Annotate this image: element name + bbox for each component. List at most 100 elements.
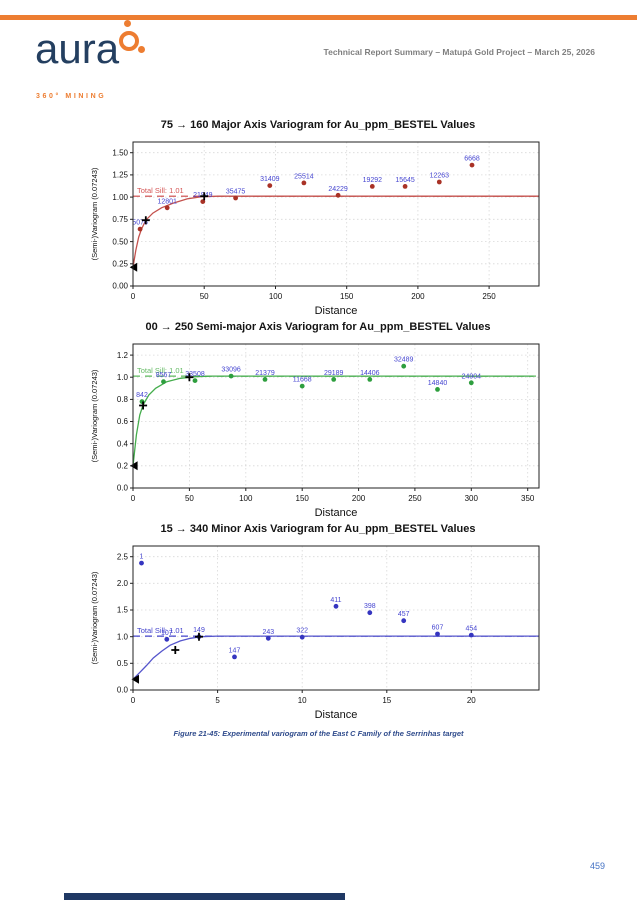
- svg-text:147: 147: [229, 647, 241, 654]
- svg-text:1.0: 1.0: [117, 373, 129, 382]
- svg-text:150: 150: [296, 494, 310, 503]
- svg-text:411: 411: [330, 597, 341, 604]
- svg-text:12263: 12263: [430, 173, 450, 180]
- svg-text:15645: 15645: [395, 177, 415, 184]
- svg-text:200: 200: [352, 494, 366, 503]
- svg-text:0.8: 0.8: [117, 395, 129, 404]
- svg-text:0.75: 0.75: [112, 215, 128, 224]
- svg-text:457: 457: [398, 611, 410, 618]
- logo-dot-right-icon: [138, 46, 145, 53]
- svg-text:0.5: 0.5: [117, 659, 129, 668]
- aura-logo: aura 360° MINING: [0, 0, 160, 110]
- svg-text:Distance: Distance: [315, 507, 358, 519]
- svg-text:0.4: 0.4: [117, 439, 129, 448]
- svg-text:398: 398: [364, 603, 376, 610]
- svg-text:454: 454: [465, 626, 477, 633]
- svg-text:1.25: 1.25: [112, 171, 128, 180]
- svg-text:0.00: 0.00: [112, 282, 128, 291]
- svg-text:0.50: 0.50: [112, 237, 128, 246]
- figure-caption: Figure 21-45: Experimental variogram of …: [173, 729, 464, 738]
- svg-text:5076: 5076: [132, 220, 148, 227]
- chart-canvas-minor: Total Sill: 1.01 1 107 149 147 243 322 411 398 45…: [90, 545, 540, 721]
- svg-text:24229: 24229: [328, 186, 348, 193]
- svg-text:350: 350: [521, 494, 535, 503]
- svg-text:33508: 33508: [185, 371, 205, 378]
- svg-text:14840: 14840: [428, 380, 448, 387]
- svg-text:50: 50: [200, 292, 209, 301]
- svg-text:14406: 14406: [360, 370, 380, 377]
- svg-text:1.0: 1.0: [117, 632, 129, 641]
- svg-text:1: 1: [140, 554, 144, 561]
- svg-text:1.00: 1.00: [112, 193, 128, 202]
- svg-text:12801: 12801: [157, 198, 177, 205]
- svg-text:Distance: Distance: [315, 709, 358, 721]
- svg-text:(Semi-)Variogram (0.07243): (Semi-)Variogram (0.07243): [90, 571, 99, 664]
- svg-text:10: 10: [298, 696, 307, 705]
- chart-canvas-major: Total Sill: 1.01507612801219493547531409…: [90, 141, 540, 317]
- svg-text:0: 0: [131, 696, 136, 705]
- page-number: 459: [589, 861, 605, 871]
- variogram-chart-semi-major-axis: 00 → 250 Semi-major Axis Variogram for A…: [87, 321, 549, 522]
- chart-canvas-semi-major: Total Sill: 1.01 842 8567 33508 33096 21379 11…: [90, 343, 540, 519]
- charts-area: 75 → 160 Major Axis Variogram for Au_ppm…: [87, 119, 549, 725]
- footer-bar: [64, 893, 345, 900]
- svg-text:0: 0: [131, 494, 136, 503]
- svg-text:Total Sill: 1.01: Total Sill: 1.01: [137, 366, 184, 375]
- svg-text:20: 20: [467, 696, 476, 705]
- header-accent-bar: [0, 15, 637, 20]
- variogram-chart-minor-axis: 15 → 340 Minor Axis Variogram for Au_ppm…: [87, 523, 549, 724]
- svg-text:200: 200: [411, 292, 425, 301]
- chart-title-major: 75 → 160 Major Axis Variogram for Au_ppm…: [160, 119, 476, 131]
- svg-text:11668: 11668: [293, 377, 312, 384]
- svg-text:0.2: 0.2: [117, 462, 129, 471]
- svg-text:0.0: 0.0: [117, 484, 129, 493]
- document-header-title: Technical Report Summary – Matupá Gold P…: [323, 47, 595, 57]
- svg-text:1.2: 1.2: [117, 351, 129, 360]
- svg-text:607: 607: [432, 625, 444, 632]
- svg-text:Distance: Distance: [315, 305, 358, 317]
- svg-text:19292: 19292: [363, 177, 383, 184]
- svg-text:250: 250: [482, 292, 496, 301]
- svg-text:300: 300: [465, 494, 479, 503]
- svg-text:100: 100: [269, 292, 283, 301]
- svg-text:107: 107: [161, 630, 173, 637]
- variogram-chart-major-axis: 75 → 160 Major Axis Variogram for Au_ppm…: [87, 119, 549, 320]
- svg-text:322: 322: [296, 628, 308, 635]
- svg-text:2.0: 2.0: [117, 579, 129, 588]
- svg-text:2.5: 2.5: [117, 552, 129, 561]
- svg-text:24904: 24904: [462, 373, 482, 380]
- svg-text:250: 250: [408, 494, 422, 503]
- svg-text:150: 150: [340, 292, 354, 301]
- svg-text:1.5: 1.5: [117, 606, 129, 615]
- svg-text:21379: 21379: [255, 370, 275, 377]
- logo-ring-icon: [119, 31, 139, 51]
- svg-text:0.25: 0.25: [112, 260, 128, 269]
- svg-text:29189: 29189: [324, 370, 344, 377]
- chart-title-semi-major: 00 → 250 Semi-major Axis Variogram for A…: [145, 321, 491, 333]
- svg-text:6668: 6668: [464, 156, 480, 163]
- svg-text:5: 5: [215, 696, 220, 705]
- svg-text:8567: 8567: [156, 372, 172, 379]
- brand-tagline: 360° MINING: [36, 93, 107, 100]
- svg-text:33096: 33096: [221, 367, 241, 374]
- svg-text:35475: 35475: [226, 189, 246, 196]
- svg-text:31409: 31409: [260, 176, 280, 183]
- svg-text:100: 100: [239, 494, 253, 503]
- svg-text:(Semi-)Variogram (0.07243): (Semi-)Variogram (0.07243): [90, 369, 99, 462]
- svg-text:25514: 25514: [294, 173, 314, 180]
- svg-text:32489: 32489: [394, 357, 414, 364]
- svg-text:0.6: 0.6: [117, 417, 129, 426]
- svg-text:0: 0: [131, 292, 136, 301]
- svg-text:Total Sill: 1.01: Total Sill: 1.01: [137, 626, 184, 635]
- logo-dot-top-icon: [124, 20, 131, 27]
- svg-text:149: 149: [193, 627, 205, 634]
- svg-text:50: 50: [185, 494, 194, 503]
- svg-text:(Semi-)Variogram (0.07243): (Semi-)Variogram (0.07243): [90, 167, 99, 260]
- brand-wordmark: aura: [35, 25, 120, 72]
- svg-text:842: 842: [136, 392, 148, 399]
- svg-text:Total Sill: 1.01: Total Sill: 1.01: [137, 186, 184, 195]
- svg-text:243: 243: [262, 629, 274, 636]
- svg-text:1.50: 1.50: [112, 148, 128, 157]
- svg-text:15: 15: [382, 696, 391, 705]
